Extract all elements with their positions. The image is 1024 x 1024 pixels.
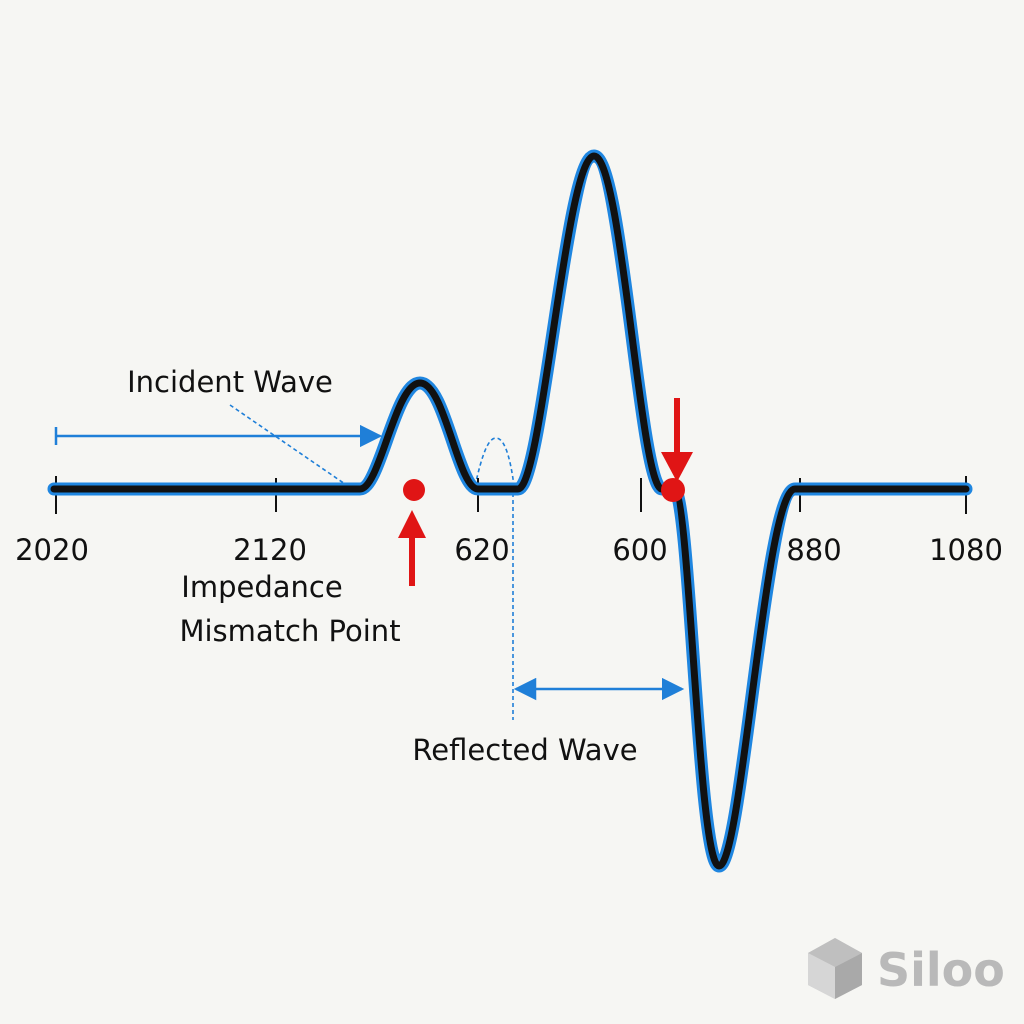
reflection-down-arrow — [661, 398, 693, 482]
watermark-text: Siloo — [877, 943, 1005, 997]
cube-icon — [808, 938, 862, 999]
tick-label: 2020 — [15, 533, 89, 567]
impedance-label-line2: Mismatch Point — [179, 614, 400, 648]
tick-label: 600 — [612, 533, 667, 567]
ghost-pulse — [474, 437, 515, 487]
impedance-mismatch-dot — [403, 479, 425, 501]
impedance-label-line1: Impedance — [181, 570, 342, 604]
tick-label: 880 — [786, 533, 841, 567]
mismatch-up-arrow — [398, 510, 426, 586]
tick-label: 1080 — [929, 533, 1003, 567]
incident-wave-label: Incident Wave — [127, 365, 333, 399]
reflection-dot — [661, 478, 685, 502]
watermark: Siloo — [808, 938, 1005, 999]
waveform-trace — [50, 152, 970, 870]
reflected-wave-label: Reflected Wave — [412, 733, 637, 767]
incident-leader — [229, 404, 346, 485]
tick-label: 620 — [454, 533, 509, 567]
tick-label: 2120 — [233, 533, 307, 567]
